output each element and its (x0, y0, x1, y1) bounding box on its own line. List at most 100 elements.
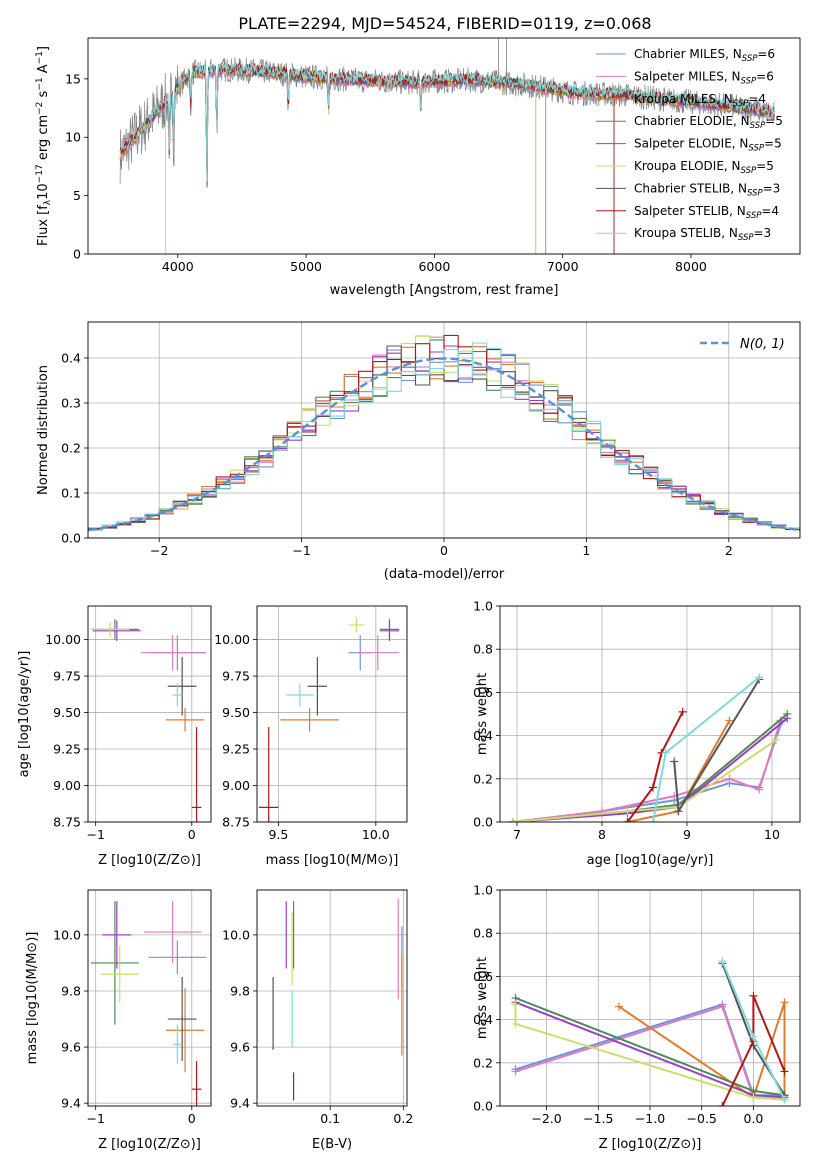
weight-marker-salpeter_stelib (749, 991, 758, 1000)
x-tick-label: 2 (725, 543, 733, 558)
x-tick-label: 0.0 (744, 1111, 764, 1126)
weight-marker-kroupa_miles (614, 1002, 623, 1011)
legend-label-salpeter_elodie: Salpeter ELODIE, NSSP=5 (634, 137, 782, 154)
x-tick-label: 9 (683, 827, 691, 842)
spectrum-axes: 4000 5000 6000 7000 8000 0 5 10 15 (65, 71, 707, 274)
weight-marker-salpeter_miles (718, 1002, 727, 1011)
mass_vs_ebv-xlabel: E(B-V) (312, 1137, 352, 1152)
weight-marker-chabrier_stelib (674, 807, 683, 816)
x-tick-label: 5000 (290, 259, 322, 274)
x-tick-label: 0.2 (393, 1111, 413, 1126)
weight-marker-salpeter_stelib (623, 818, 632, 822)
x-tick-label: 8 (598, 827, 606, 842)
massweight_vs_z-xlabel: Z [log10(Z/Z⊙)] (599, 1137, 702, 1152)
y-tick-label: 0.4 (473, 1012, 493, 1027)
weight-marker-kroupa_miles (780, 998, 789, 1007)
x-tick-label: −1 (86, 827, 104, 842)
y-tick-label: 0.6 (473, 685, 493, 700)
spectrum-frame (87, 37, 801, 255)
ylabel-part: λ (43, 199, 53, 205)
x-tick-label: 7 (513, 827, 521, 842)
y-tick-label: 9.25 (53, 742, 81, 757)
residuals-ylabel: Normed distribution (36, 365, 51, 495)
weight-line-kroupa_elodie (512, 739, 777, 822)
ylabel-part: ] (36, 46, 51, 51)
weight-line-kroupa_elodie (514, 1004, 785, 1101)
x-tick-label: 8000 (675, 259, 707, 274)
x-tick-label: −1.0 (635, 1111, 665, 1126)
y-tick-label: 9.4 (230, 1096, 250, 1111)
y-tick-label: 9.50 (222, 705, 250, 720)
weight-marker-kroupa_stelib (780, 1095, 789, 1104)
x-tick-label: 0 (188, 1111, 196, 1126)
y-tick-label: 0.2 (473, 771, 493, 786)
ylabel-part: A (36, 64, 51, 77)
legend-label-kroupa_elodie: Kroupa ELODIE, NSSP=5 (634, 159, 774, 176)
age_vs_z-xlabel: Z [log10(Z/Z⊙)] (98, 853, 201, 868)
weight-marker-salpeter_miles (755, 785, 764, 794)
mass_vs_z-xlabel: Z [log10(Z/Z⊙)] (98, 1137, 201, 1152)
weight-marker-salpeter_stelib (648, 783, 657, 792)
age_vs_mass-axes: 9.5 10.0 8.75 9.00 9.25 9.50 9.75 10.00 (214, 606, 407, 842)
residuals-axes: −2 −1 0 1 2 0.0 0.1 0.2 0.3 0.4 (61, 322, 800, 558)
y-tick-label: 0.8 (473, 926, 493, 941)
massweight_vs_age-xlabel: age [log10(age/yr)] (587, 853, 714, 868)
weight-line-salpeter_elodie (512, 717, 788, 822)
y-tick-label: 0.1 (61, 486, 81, 501)
y-tick-label: 0 (73, 247, 81, 262)
x-tick-label: 10 (764, 827, 780, 842)
y-tick-label: 10 (65, 130, 81, 145)
y-tick-label: 15 (65, 71, 81, 86)
mass_vs_z-ylabel: mass [log10(M/M⊙)] (25, 932, 40, 1065)
weight-line-salpeter_stelib (721, 995, 786, 1106)
ylabel-part: erg cm (36, 115, 51, 164)
y-tick-label: 9.75 (53, 669, 81, 684)
x-tick-label: −1 (86, 1111, 104, 1126)
x-tick-label: 1 (582, 543, 590, 558)
weight-marker-kroupa_stelib (648, 818, 657, 822)
y-tick-label: 8.75 (53, 815, 81, 830)
weight-marker-kroupa_elodie (511, 1000, 520, 1009)
residuals-xlabel: (data-model)/error (384, 567, 505, 582)
x-tick-label: −2.0 (531, 1111, 561, 1126)
massweight_vs_age-frame (499, 605, 801, 823)
weight-marker-kroupa_elodie (772, 735, 781, 744)
x-tick-label: 10.0 (362, 827, 390, 842)
legend-label-chabrier_miles: Chabrier MILES, NSSP=6 (634, 47, 775, 64)
y-tick-label: 9.75 (222, 669, 250, 684)
ylabel-part: −1 (35, 77, 45, 90)
x-tick-label: −1 (292, 543, 310, 558)
legend-label-kroupa_stelib: Kroupa STELIB, NSSP=3 (634, 226, 771, 243)
age_vs_z-axes: −1 0 8.75 9.00 9.25 9.50 9.75 10.00 (45, 606, 211, 842)
y-tick-label: 0.4 (473, 728, 493, 743)
spectrum-xlabel: wavelength [Angstrom, rest frame] (330, 283, 559, 298)
ylabel-part: −1 (35, 51, 45, 64)
x-tick-label: −0.5 (687, 1111, 717, 1126)
massweight_vs_z-frame (499, 889, 801, 1107)
mass_vs_ebv-axes: 0.1 0.2 9.4 9.6 9.8 10.0 (222, 890, 413, 1126)
weight-marker-kroupa_miles (725, 716, 734, 725)
weight-marker-kroupa_elodie (511, 1019, 520, 1028)
y-tick-label: 9.00 (222, 778, 250, 793)
y-tick-label: 9.25 (222, 742, 250, 757)
y-tick-label: 10.0 (222, 927, 250, 942)
y-tick-label: 9.8 (230, 983, 250, 998)
weight-marker-kroupa_stelib (661, 748, 670, 757)
x-tick-label: 4000 (162, 259, 194, 274)
legend-label-chabrier_elodie: Chabrier ELODIE, NSSP=5 (634, 114, 783, 131)
y-tick-label: 8.75 (222, 815, 250, 830)
y-tick-label: 0.4 (61, 351, 81, 366)
weight-marker-salpeter_stelib (780, 1067, 789, 1076)
figure-title: PLATE=2294, MJD=54524, FIBERID=0119, z=0… (238, 14, 651, 33)
y-tick-label: 0.6 (473, 969, 493, 984)
legend-label-salpeter_miles: Salpeter MILES, NSSP=6 (634, 69, 774, 86)
y-tick-label: 0.0 (473, 815, 493, 830)
y-tick-label: 1.0 (473, 599, 493, 614)
legend-normal-label: N(0, 1) (740, 337, 785, 352)
weight-marker-chabrier_stelib (670, 757, 679, 766)
y-tick-label: 9.50 (53, 705, 81, 720)
y-tick-label: 9.6 (61, 1040, 81, 1055)
massweight_vs_age-ylabel: mass weight (475, 673, 490, 755)
mass_vs_z-axes: −1 0 9.4 9.6 9.8 10.0 (53, 890, 211, 1126)
y-tick-label: 9.00 (53, 778, 81, 793)
